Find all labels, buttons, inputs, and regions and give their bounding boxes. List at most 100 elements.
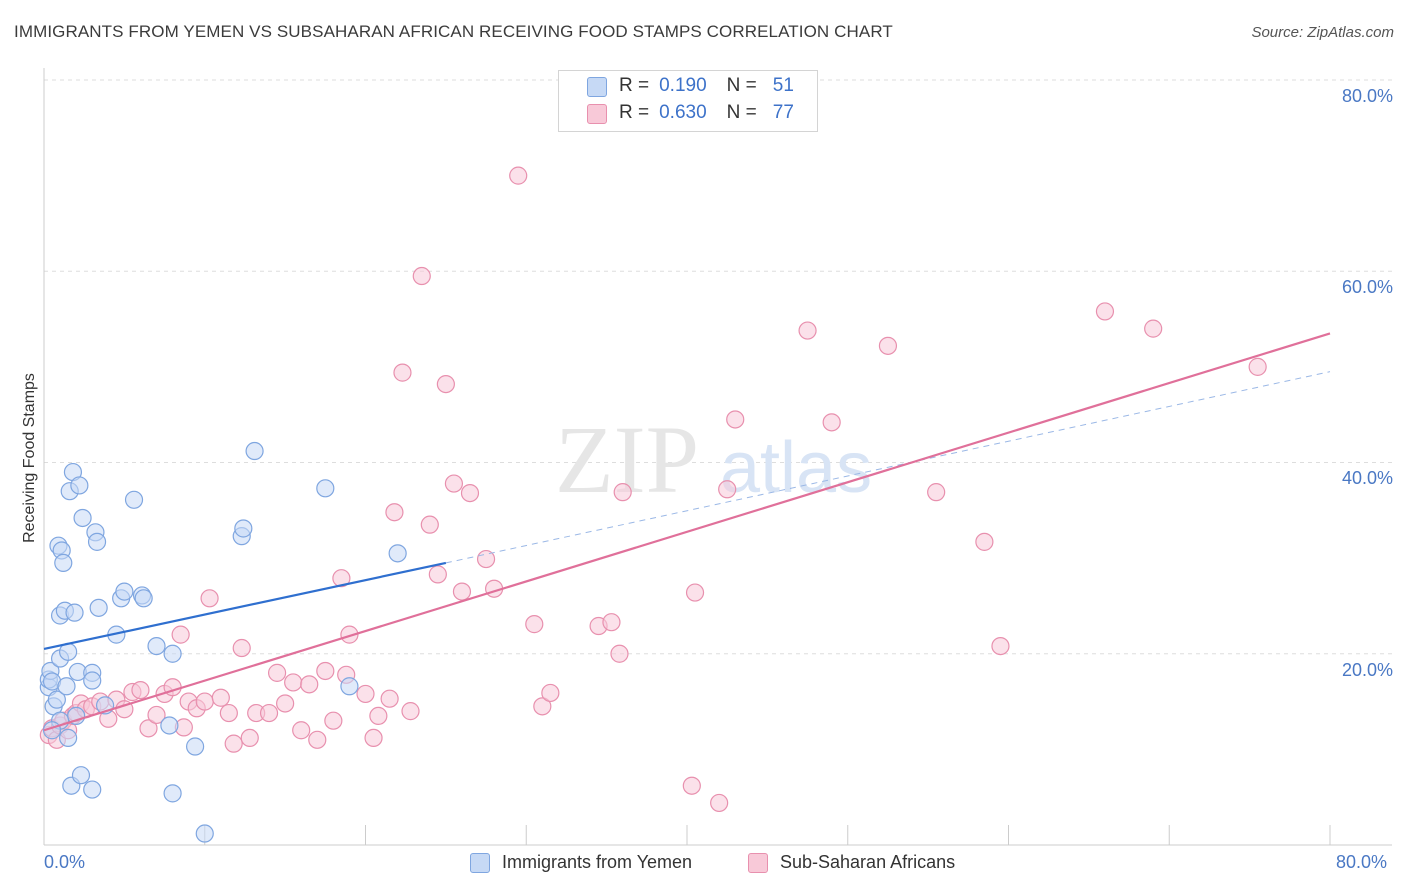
blue-point [54, 553, 73, 573]
blue-point [71, 766, 91, 785]
pink-point [401, 702, 420, 721]
pink-point [509, 166, 528, 185]
legend-item-yemen[interactable]: Immigrants from Yemen [470, 852, 692, 873]
pink-point [364, 728, 383, 748]
pink-swatch-icon [748, 852, 768, 873]
y-tick-label: 60.0% [1341, 277, 1393, 297]
pink-point [292, 721, 311, 740]
pink-point [139, 719, 158, 738]
blue-point [83, 780, 102, 799]
blue-point [70, 476, 89, 495]
pink-point [232, 638, 251, 658]
pink-point [332, 569, 351, 588]
correlation-legend: R = 0.190 N = 51 R = 0.630 N = 77 [558, 70, 818, 132]
blue-trend-dashed [445, 371, 1331, 564]
n-label: N = [726, 102, 757, 123]
pink-point [975, 532, 994, 551]
blue-point [83, 671, 102, 690]
blue-point [245, 441, 264, 461]
pink-point [308, 730, 327, 749]
y-tick-label: 80.0% [1341, 86, 1393, 106]
source-credit: Source: ZipAtlas.com [1251, 24, 1394, 41]
blue-point [316, 479, 335, 498]
pink-point [436, 374, 455, 394]
pink-point [276, 694, 295, 713]
legend-item-subsaharan[interactable]: Sub-Saharan Africans [748, 852, 955, 873]
blue-point [340, 677, 359, 696]
pink-point [211, 688, 230, 707]
blue-point [59, 728, 78, 748]
legend-label: Sub-Saharan Africans [780, 852, 956, 872]
pink-point [340, 625, 359, 644]
blue-point [89, 598, 108, 617]
pink-point [284, 673, 303, 692]
pink-point [131, 680, 150, 700]
blue-point [163, 644, 182, 663]
watermark-atlas: atlas [720, 428, 872, 508]
blue-point [65, 603, 84, 622]
blue-point [73, 508, 92, 528]
blue-trend-line [43, 561, 447, 651]
pink-point [171, 625, 190, 644]
r-value: 0.630 [659, 102, 707, 123]
blue-point [163, 784, 182, 803]
pink-point [316, 661, 335, 681]
blue-point [186, 737, 205, 756]
pink-point [200, 589, 219, 608]
n-label: N = [726, 75, 757, 96]
pink-point [356, 684, 375, 704]
blue-point [134, 589, 153, 608]
blue-point [234, 519, 253, 538]
pink-point [726, 410, 745, 429]
pink-point [602, 613, 621, 632]
chart-title: IMMIGRANTS FROM YEMEN VS SUBSAHARAN AFRI… [14, 22, 893, 41]
blue-point [147, 636, 166, 656]
pink-point [385, 503, 404, 522]
blue-point [115, 582, 134, 601]
x-tick-label-max: 80.0% [1336, 852, 1388, 872]
pink-point [259, 703, 279, 723]
pink-point [613, 483, 632, 502]
pink-point [1095, 302, 1115, 321]
pink-point [380, 689, 399, 708]
pink-point [718, 480, 737, 499]
pink-point [927, 483, 946, 502]
x-tick-label-min: 0.0% [44, 852, 86, 872]
pink-point [420, 515, 439, 534]
pink-point [878, 336, 898, 355]
pink-point [147, 705, 166, 725]
pink-point [324, 711, 343, 730]
r-label: R = [619, 102, 650, 123]
y-tick-label: 40.0% [1341, 468, 1393, 488]
blue-swatch-icon [587, 77, 607, 97]
pink-point [798, 321, 817, 340]
blue-point [57, 677, 76, 696]
pink-point [195, 692, 214, 711]
pink-point [267, 663, 287, 682]
legend-row-subsaharan: R = 0.630 N = 77 [619, 100, 794, 126]
pink-point [393, 363, 412, 382]
pink-point [525, 615, 544, 634]
blue-swatch-icon [470, 852, 490, 873]
blue-point [195, 824, 214, 843]
pink-point [991, 636, 1010, 656]
r-value: 0.190 [659, 75, 707, 96]
pink-point [369, 706, 388, 726]
pink-point [822, 413, 841, 432]
blue-point [160, 716, 179, 735]
pink-point [710, 793, 729, 813]
legend-label: Immigrants from Yemen [502, 852, 693, 872]
pink-point [428, 565, 447, 584]
pink-point [444, 474, 464, 493]
blue-point [388, 544, 407, 563]
pink-point [412, 266, 431, 286]
n-value: 51 [772, 75, 794, 96]
pink-point [460, 484, 480, 503]
blue-point [47, 690, 66, 709]
legend-row-yemen: R = 0.190 N = 51 [619, 73, 794, 99]
pink-point [452, 582, 472, 601]
pink-point [219, 703, 238, 723]
pink-point [533, 697, 552, 716]
blue-point [124, 490, 144, 509]
